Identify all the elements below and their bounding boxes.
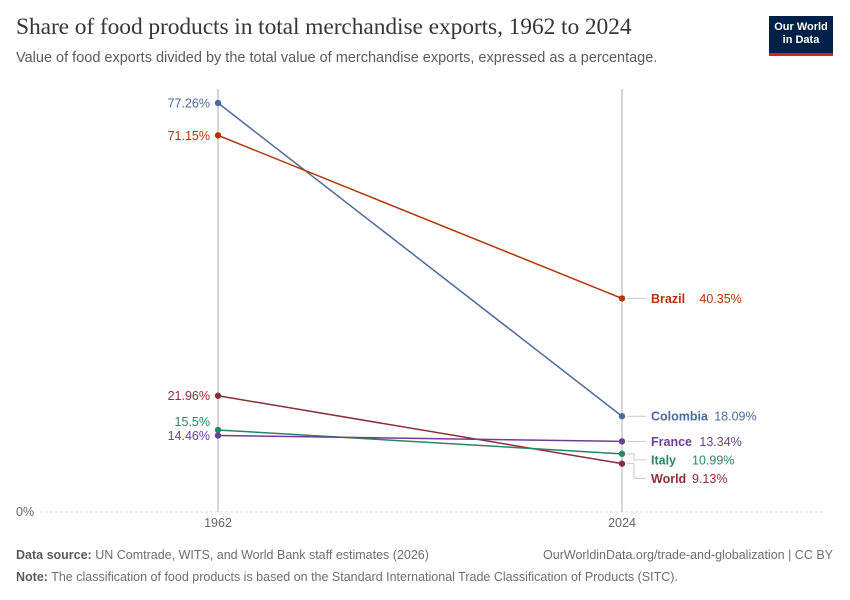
end-label-value-italy: 10.99% bbox=[692, 453, 734, 467]
end-label-name-france: France bbox=[651, 435, 692, 449]
end-label-value-world: 9.13% bbox=[692, 472, 727, 486]
series-line-brazil bbox=[217, 134, 623, 300]
start-label-world: 21.96% bbox=[168, 389, 210, 403]
chart-note: Note: The classification of food product… bbox=[16, 570, 678, 584]
point-italy-end bbox=[618, 450, 626, 458]
point-colombia-start bbox=[214, 99, 222, 107]
start-label-france: 14.46% bbox=[168, 429, 210, 443]
logo-line-1: Our World bbox=[774, 21, 828, 33]
start-label-colombia: 77.26% bbox=[168, 97, 210, 111]
owid-logo[interactable]: Our World in Data bbox=[769, 16, 833, 56]
point-world-end bbox=[618, 460, 626, 467]
data-source-text: UN Comtrade, WITS, and World Bank staff … bbox=[95, 548, 429, 562]
y-tick-label: 0% bbox=[16, 505, 34, 519]
source-url-link[interactable]: OurWorldinData.org/trade-and-globalizati… bbox=[543, 548, 833, 562]
point-colombia-end bbox=[618, 413, 626, 420]
series-line-colombia bbox=[217, 102, 623, 417]
end-label-name-colombia: Colombia bbox=[651, 410, 709, 424]
point-world-start bbox=[214, 392, 222, 399]
logo-line-2: in Data bbox=[782, 33, 820, 46]
start-label-italy: 15.5% bbox=[175, 415, 210, 429]
x-tick-label-2024: 2024 bbox=[608, 516, 636, 530]
series-line-italy bbox=[217, 429, 623, 455]
end-label-value-brazil: 40.35% bbox=[699, 292, 741, 306]
note-label: Note: bbox=[16, 570, 48, 584]
end-label-value-france: 13.34% bbox=[699, 435, 741, 449]
label-connector-world bbox=[627, 463, 646, 479]
chart-subtitle: Value of food exports divided by the tot… bbox=[16, 50, 658, 66]
label-connector-italy bbox=[627, 453, 646, 461]
point-brazil-start bbox=[214, 132, 222, 139]
chart-title: Share of food products in total merchand… bbox=[16, 14, 632, 40]
series-line-france bbox=[217, 434, 623, 443]
slope-chart: 0% 1962 2024 77.26% 71.15% 21.96% 15.5%14.46% B… bbox=[16, 89, 824, 530]
x-tick-label-1962: 1962 bbox=[204, 516, 232, 530]
end-label-name-italy: Italy bbox=[651, 453, 676, 467]
end-label-value-colombia: 18.09% bbox=[714, 410, 756, 424]
point-italy-start bbox=[214, 426, 222, 434]
data-source: Data source: UN Comtrade, WITS, and Worl… bbox=[16, 548, 429, 562]
point-france-end bbox=[618, 438, 626, 445]
point-brazil-end bbox=[618, 295, 626, 302]
data-source-label: Data source: bbox=[16, 548, 92, 562]
start-label-brazil: 71.15% bbox=[168, 129, 210, 143]
note-text: The classification of food products is b… bbox=[51, 570, 678, 584]
point-france-start bbox=[214, 432, 222, 439]
series-line-world bbox=[217, 395, 623, 465]
end-label-name-brazil: Brazil bbox=[651, 292, 685, 306]
end-label-name-world: World bbox=[651, 472, 686, 486]
